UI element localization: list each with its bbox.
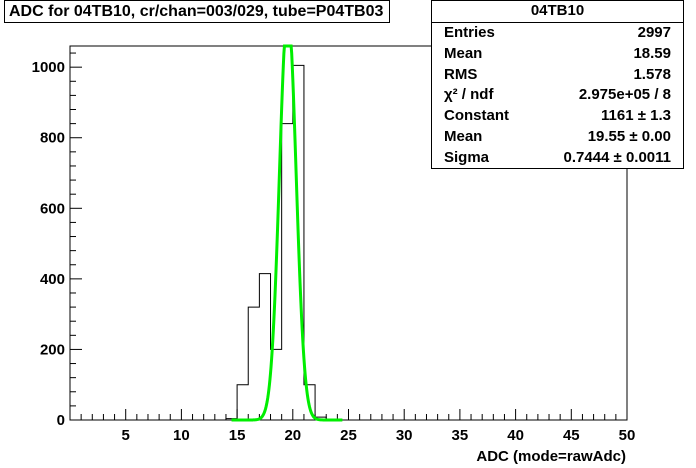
stats-label: Entries bbox=[444, 24, 495, 41]
y-tick-label: 200 bbox=[40, 341, 65, 358]
gaussian-fit-curve bbox=[231, 44, 343, 422]
y-tick-label: 0 bbox=[57, 412, 65, 429]
x-tick-label: 20 bbox=[284, 427, 301, 444]
stats-value: 0.7444 ± 0.0011 bbox=[563, 148, 672, 166]
stats-label: RMS bbox=[444, 65, 478, 83]
stats-label: Mean bbox=[444, 44, 483, 62]
histogram-title: ADC for 04TB10, cr/chan=003/029, tube=P0… bbox=[4, 0, 391, 23]
x-tick-label: 15 bbox=[229, 427, 246, 444]
x-tick-label: 5 bbox=[122, 427, 130, 444]
stats-label: Constant bbox=[444, 107, 509, 125]
stats-title: 04TB10 bbox=[432, 1, 683, 23]
stats-label: Mean bbox=[444, 127, 483, 145]
stats-box: 04TB10 Entries 2997 Mean 18.59 RMS 1.578… bbox=[431, 0, 684, 169]
stats-value: 18.59 bbox=[633, 44, 671, 62]
stats-value: 2997 bbox=[637, 24, 671, 41]
stats-row-constant: Constant 1161 ± 1.3 bbox=[432, 106, 683, 127]
x-tick-label: 25 bbox=[340, 427, 357, 444]
y-axis-ticks: 0 200 400 600 800 1000 bbox=[32, 52, 82, 429]
stats-label: Sigma bbox=[444, 148, 490, 166]
histogram-series bbox=[70, 64, 627, 421]
y-tick-label: 400 bbox=[40, 271, 65, 288]
stats-value: 2.975e+05 / 8 bbox=[578, 86, 671, 104]
x-tick-label: 10 bbox=[173, 427, 190, 444]
stats-row-sigma: Sigma 0.7444 ± 0.0011 bbox=[432, 148, 683, 169]
x-tick-label: 40 bbox=[507, 427, 524, 444]
x-tick-label: 50 bbox=[619, 427, 636, 444]
stats-value: 1161 ± 1.3 bbox=[601, 107, 671, 125]
x-tick-label: 30 bbox=[396, 427, 413, 444]
x-axis-title: ADC (mode=rawAdc) bbox=[476, 448, 626, 465]
stats-row-chi2: χ² / ndf 2.975e+05 / 8 bbox=[432, 85, 683, 106]
stats-row-mean: Mean 18.59 bbox=[432, 44, 683, 65]
y-tick-label: 1000 bbox=[32, 59, 65, 76]
y-tick-label: 600 bbox=[40, 200, 65, 217]
y-tick-label: 800 bbox=[40, 130, 65, 147]
x-axis-ticks: 5 10 15 20 25 30 35 40 45 50 bbox=[69, 409, 636, 444]
stats-value: 19.55 ± 0.00 bbox=[587, 127, 671, 145]
stats-row-entries: Entries 2997 bbox=[432, 23, 683, 44]
x-tick-label: 35 bbox=[452, 427, 469, 444]
x-tick-label: 45 bbox=[563, 427, 580, 444]
stats-value: 1.578 bbox=[633, 65, 671, 83]
stats-row-fit-mean: Mean 19.55 ± 0.00 bbox=[432, 127, 683, 148]
stats-row-rms: RMS 1.578 bbox=[432, 65, 683, 86]
stats-label: χ² / ndf bbox=[444, 86, 494, 104]
